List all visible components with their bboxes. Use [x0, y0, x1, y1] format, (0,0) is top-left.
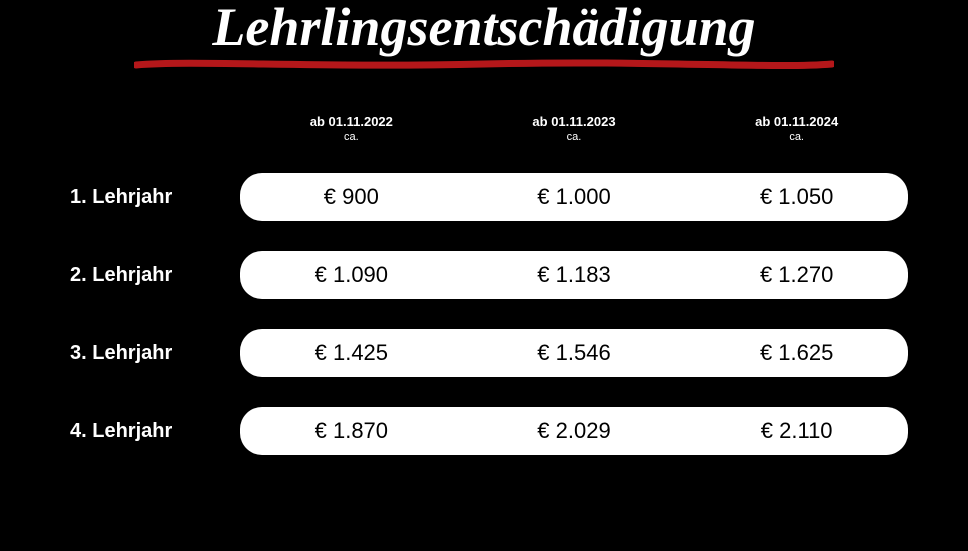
page-title: Lehrlingsentschädigung [206, 0, 761, 54]
row-4-pill: € 1.870 € 2.029 € 2.110 [240, 407, 908, 455]
row-1-label: 1. Lehrjahr [60, 186, 240, 209]
col-header-2: ab 01.11.2023 ca. [463, 114, 686, 143]
row-3-label: 3. Lehrjahr [60, 342, 240, 365]
row-1-cell-3: € 1.050 [685, 184, 908, 210]
title-block: Lehrlingsentschädigung [60, 0, 908, 74]
page: Lehrlingsentschädigung ab 01.11.2022 ca.… [0, 0, 968, 551]
row-2-label: 2. Lehrjahr [60, 264, 240, 287]
row-2-cell-1: € 1.090 [240, 262, 463, 288]
col-header-1-sub: ca. [240, 131, 463, 143]
col-header-3-top: ab 01.11.2024 [685, 114, 908, 129]
row-4-cell-1: € 1.870 [240, 418, 463, 444]
col-header-1-top: ab 01.11.2022 [240, 114, 463, 129]
row-3-cell-2: € 1.546 [463, 340, 686, 366]
row-1-cell-2: € 1.000 [463, 184, 686, 210]
row-4-label: 4. Lehrjahr [60, 420, 240, 443]
underline-stroke [134, 56, 834, 74]
row-3-cell-1: € 1.425 [240, 340, 463, 366]
row-3-cell-3: € 1.625 [685, 340, 908, 366]
row-4-cell-3: € 2.110 [685, 418, 908, 444]
underline-path [136, 63, 832, 66]
row-2-cell-2: € 1.183 [463, 262, 686, 288]
col-header-3-sub: ca. [685, 131, 908, 143]
col-header-2-top: ab 01.11.2023 [463, 114, 686, 129]
col-header-1: ab 01.11.2022 ca. [240, 114, 463, 143]
col-header-3: ab 01.11.2024 ca. [685, 114, 908, 143]
col-header-2-sub: ca. [463, 131, 686, 143]
compensation-table: ab 01.11.2022 ca. ab 01.11.2023 ca. ab 0… [60, 114, 908, 455]
row-2-pill: € 1.090 € 1.183 € 1.270 [240, 251, 908, 299]
row-2-cell-3: € 1.270 [685, 262, 908, 288]
row-4-cell-2: € 2.029 [463, 418, 686, 444]
row-3-pill: € 1.425 € 1.546 € 1.625 [240, 329, 908, 377]
row-1-pill: € 900 € 1.000 € 1.050 [240, 173, 908, 221]
column-headers: ab 01.11.2022 ca. ab 01.11.2023 ca. ab 0… [240, 114, 908, 143]
row-1-cell-1: € 900 [240, 184, 463, 210]
